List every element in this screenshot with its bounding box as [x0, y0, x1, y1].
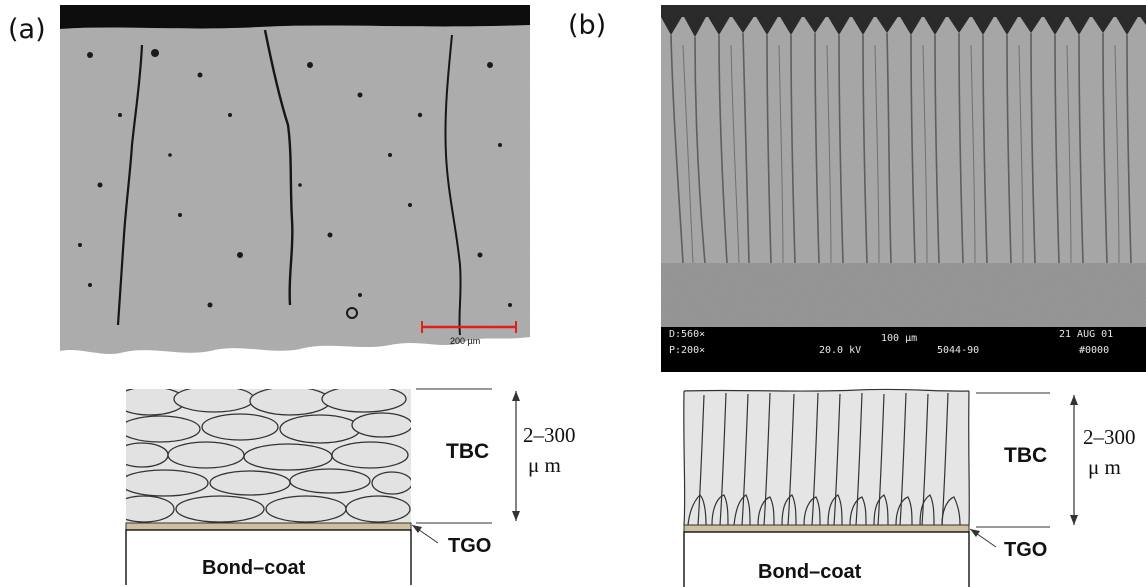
micrograph-a: 200 µm	[60, 5, 530, 360]
thickness-a-line1: 2–300	[523, 423, 576, 447]
sem-magnification-p: P:200×	[669, 345, 706, 356]
scale-bar-a-label: 200 µm	[450, 336, 481, 346]
tbc-label-a: TBC	[446, 440, 490, 463]
bond-coat-label-b: Bond–coat	[758, 561, 862, 583]
sem-date: 21 AUG 01	[1059, 329, 1114, 340]
micrograph-b-image	[661, 5, 1146, 327]
bond-coat-label-a: Bond–coat	[202, 557, 306, 579]
panel-a-label: (a)	[8, 14, 46, 45]
sem-id: 5044-90	[937, 345, 980, 356]
tgo-label-b: TGO	[1004, 539, 1048, 561]
schematic-b: TBC TGO Bond–coat	[678, 387, 1146, 587]
tbc-layer-b	[684, 391, 969, 525]
sem-magnification-d: D:560×	[669, 329, 706, 340]
sem-scale-label: 100 µm	[881, 333, 918, 344]
tgo-layer-b	[683, 524, 970, 533]
panel-b-label: (b)	[568, 10, 607, 41]
tgo-layer-a	[125, 522, 412, 531]
bond-coat-b	[683, 531, 970, 587]
micrograph-a-image	[60, 5, 530, 360]
thickness-b-line2: μ m	[1088, 455, 1121, 479]
thickness-b-line1: 2–300	[1083, 425, 1136, 449]
bond-coat-a	[125, 529, 412, 585]
schematic-a: TBC TGO Bond–coat	[120, 385, 540, 585]
tgo-label-a: TGO	[448, 535, 492, 557]
micrograph-b: D:560× P:200× 100 µm 20.0 kV 5044-90 21 …	[661, 5, 1146, 372]
sem-frame: #0000	[1079, 345, 1110, 356]
tbc-label-b: TBC	[1004, 444, 1048, 467]
sem-voltage: 20.0 kV	[819, 345, 862, 356]
thickness-a-line2: μ m	[528, 453, 561, 477]
